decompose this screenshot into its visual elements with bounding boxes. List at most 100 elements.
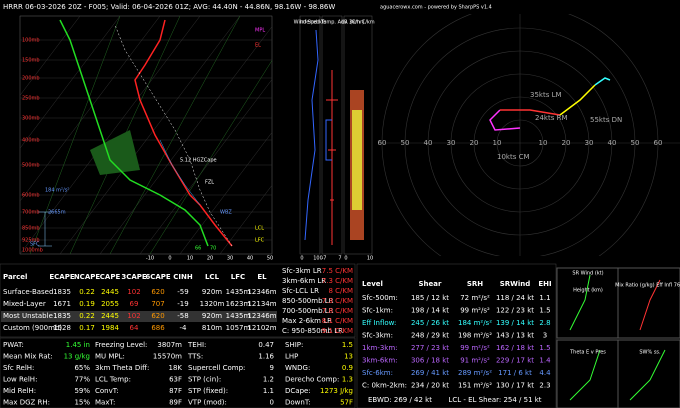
cell: -59: [177, 288, 188, 296]
severe-label: LHP: [285, 353, 298, 361]
column-header: Level: [362, 280, 383, 288]
cell: 620: [151, 312, 164, 320]
cell: 12346m: [247, 312, 276, 320]
panel-axis: 100: [313, 256, 323, 262]
column-header: LCL: [205, 273, 220, 281]
cell: 69: [130, 300, 139, 308]
skewt-annotation: 70: [210, 246, 216, 252]
cell: 3km-6km:: [362, 357, 398, 365]
ring-label: 10: [539, 139, 548, 147]
lapse-label: C: 950-850mb LR: [282, 327, 343, 335]
cell: 2445: [101, 312, 119, 320]
index: 3km Theta Diff:: [95, 364, 149, 372]
cell: 1835: [53, 312, 71, 320]
lapse-label: 700-500mb LR: [282, 307, 334, 315]
cell: Sfc-6km:: [362, 369, 393, 377]
layout: [0, 14, 680, 408]
cell: 2055: [101, 300, 119, 308]
cell: 686: [151, 324, 165, 332]
cell: 277 / 23 kt: [411, 344, 449, 352]
index: 65%: [74, 364, 90, 372]
index: 0: [270, 399, 274, 407]
cell: -4: [180, 324, 188, 332]
panel-axis: 7: [338, 256, 341, 262]
column-header: EHI: [538, 280, 551, 288]
cell: 1835: [53, 288, 71, 296]
column-header: SRH: [467, 280, 483, 288]
ring-label: 60: [378, 139, 387, 147]
small-panel-title: Height (km): [573, 288, 603, 294]
index: ConvT:: [95, 387, 119, 395]
cell: 0.19: [79, 300, 95, 308]
index: 13 g/kg: [64, 353, 90, 361]
column-header: 3CAPE: [121, 273, 147, 281]
cell: Custom (900mb): [3, 324, 62, 332]
pressure-label: 600mb: [22, 193, 40, 199]
skewt-annotation: SFC: [30, 242, 40, 248]
cell: 198 m²/s²: [458, 332, 492, 340]
cell: 130 / 17 kt: [496, 382, 534, 390]
skewt-annotation: MPL: [255, 28, 265, 34]
cell: 810m: [202, 324, 222, 332]
index: Mid RelH:: [3, 387, 36, 395]
hodo-annotation: 10kts CM: [497, 153, 530, 161]
panel-axis: 10: [367, 256, 373, 262]
column-header: EL: [257, 273, 267, 281]
cell: 1623m: [226, 300, 251, 308]
cell: 1528: [53, 324, 71, 332]
cell: 91 m²/s²: [460, 357, 490, 365]
pressure-label: 925mb: [22, 238, 40, 244]
column-header: SRWind: [500, 280, 531, 288]
cell: 0.17: [79, 324, 95, 332]
cell: 1057m: [226, 324, 251, 332]
cell: 1984: [101, 324, 119, 332]
index: MaxT:: [95, 399, 115, 407]
cell: -58: [177, 312, 188, 320]
cell: 245 / 26 kt: [411, 319, 449, 327]
index: 1.45 in: [66, 341, 90, 349]
column-header: Shear: [419, 280, 442, 288]
cell: 102: [127, 312, 140, 320]
index: Freezing Level:: [95, 341, 147, 349]
index: 89F: [169, 399, 182, 407]
cell: 139 / 14 kt: [496, 319, 534, 327]
cell: 1.5: [539, 344, 550, 352]
index: TEHI:: [187, 341, 206, 349]
lapse-value: 7.5 C/KM: [322, 267, 353, 275]
hodo-annotation: 24kts RM: [535, 114, 567, 122]
cell: 118 / 24 kt: [496, 294, 534, 302]
cell: 12134m: [247, 300, 276, 308]
cell: 920m: [202, 288, 222, 296]
cell: -19: [177, 300, 188, 308]
column-header: CAPE: [100, 273, 121, 281]
temp-label: 20: [207, 256, 213, 262]
pressure-label: 100mb: [22, 38, 40, 44]
cell: 1.1: [539, 294, 550, 302]
ring-label: 30: [447, 139, 456, 147]
skewt-annotation: 5.12 HGZCape: [180, 158, 217, 164]
cell: 12346m: [247, 288, 276, 296]
panel-axis: 0: [300, 256, 303, 262]
cell: 1671: [53, 300, 71, 308]
credit: aguacerowx.com - powered by SharpPS v1.4: [380, 5, 492, 11]
index: 87F: [169, 387, 182, 395]
cell: 4.4: [539, 369, 551, 377]
cell: Surface-Based: [3, 288, 53, 296]
severe-value: 0.9: [342, 364, 353, 372]
temp-label: 30: [227, 256, 233, 262]
cell: 171 / 6 kt: [498, 369, 532, 377]
column-header: ECAPE: [49, 273, 74, 281]
cell: 102: [127, 288, 140, 296]
cell: 2.3: [539, 382, 550, 390]
index: VTP (mod):: [188, 399, 227, 407]
skewt-annotation: 66: [195, 246, 201, 252]
column-header: NCAPE: [74, 273, 101, 281]
ring-label: 20: [562, 139, 571, 147]
index: 63F: [169, 376, 182, 384]
column-header: Parcel: [3, 273, 27, 281]
cell: 99 m²/s²: [460, 307, 490, 315]
cell: 269 / 41 kt: [411, 369, 449, 377]
index: 0.47: [258, 341, 274, 349]
cell: 289 m²/s²: [458, 369, 492, 377]
panel-title: Inferred Temp. Adv. (C/hr): [300, 20, 364, 26]
